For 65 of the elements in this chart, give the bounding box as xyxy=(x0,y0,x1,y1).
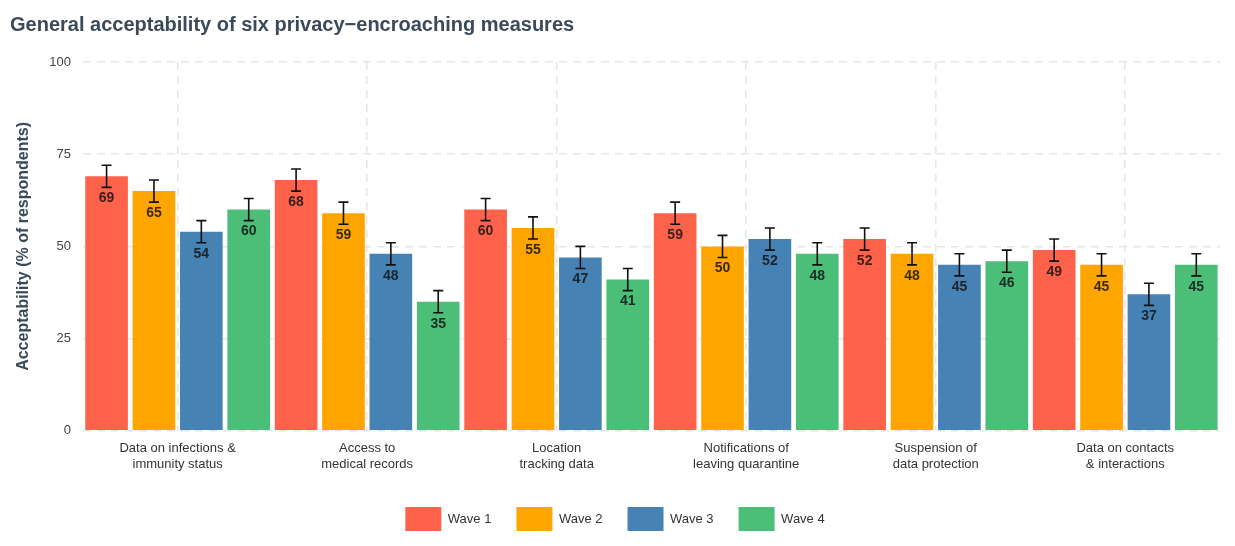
data-label: 48 xyxy=(904,266,921,283)
data-label: 45 xyxy=(1188,277,1205,294)
y-tick-label: 50 xyxy=(56,237,71,253)
data-label: 49 xyxy=(1046,262,1063,279)
data-label: 60 xyxy=(477,222,494,239)
bar xyxy=(748,239,792,431)
legend-label: Wave 4 xyxy=(781,510,825,526)
bar xyxy=(274,180,318,431)
x-tick-label: Data on contacts & interactions xyxy=(1076,440,1175,471)
y-tick-label: 0 xyxy=(63,422,71,438)
data-label: 68 xyxy=(288,192,305,209)
data-label: 45 xyxy=(951,277,968,294)
bar xyxy=(985,261,1029,431)
data-label: 52 xyxy=(856,251,873,268)
bar xyxy=(653,213,697,431)
bar xyxy=(85,176,128,431)
data-label: 65 xyxy=(146,203,162,220)
bar xyxy=(416,301,460,431)
bar xyxy=(464,209,507,431)
x-tick-label: Suspension of data protection xyxy=(892,440,979,471)
x-tick-label: Location tracking data xyxy=(519,440,595,471)
bar xyxy=(1080,264,1123,431)
bar xyxy=(180,231,223,431)
data-label: 47 xyxy=(572,270,589,287)
x-tick-label: Data on infections & immunity status xyxy=(119,440,237,471)
bar xyxy=(1174,264,1218,431)
data-label: 54 xyxy=(193,244,210,261)
legend-label: Wave 2 xyxy=(558,510,603,526)
bar xyxy=(227,209,271,431)
bar xyxy=(132,191,176,431)
y-tick-label: 100 xyxy=(49,53,71,69)
data-label: 55 xyxy=(525,240,541,257)
data-label: 48 xyxy=(809,266,826,283)
legend-label: Wave 3 xyxy=(670,510,714,526)
y-tick-label: 75 xyxy=(56,145,71,161)
x-tick-label: Notifications of leaving quarantine xyxy=(693,440,800,471)
data-label: 45 xyxy=(1093,277,1110,294)
bar xyxy=(1032,250,1076,431)
data-label: 48 xyxy=(383,266,399,283)
chart-title: General acceptability of six privacy−encroaching measures xyxy=(10,12,575,35)
data-label: 59 xyxy=(335,226,352,243)
bar xyxy=(559,257,602,431)
bar xyxy=(938,264,981,431)
data-label: 37 xyxy=(1141,307,1157,324)
bar xyxy=(795,253,839,431)
data-label: 52 xyxy=(762,251,778,268)
data-label: 60 xyxy=(240,222,257,239)
bar xyxy=(511,227,555,431)
data-label: 35 xyxy=(430,314,447,331)
y-tick-label: 25 xyxy=(56,330,71,346)
data-label: 50 xyxy=(714,259,731,276)
y-axis-title: Acceptability (% of respondents) xyxy=(14,121,32,371)
bar xyxy=(701,246,744,431)
bar xyxy=(322,213,365,431)
data-label: 46 xyxy=(999,274,1015,291)
bar xyxy=(606,279,650,431)
data-label: 41 xyxy=(619,292,636,309)
bar xyxy=(1127,294,1171,431)
bar xyxy=(890,253,934,431)
data-label: 59 xyxy=(667,226,684,243)
bar xyxy=(843,239,886,431)
legend-label: Wave 1 xyxy=(447,510,492,526)
data-label: 69 xyxy=(98,189,115,206)
x-tick-label: Access to medical records xyxy=(321,440,414,471)
bar xyxy=(369,253,413,431)
